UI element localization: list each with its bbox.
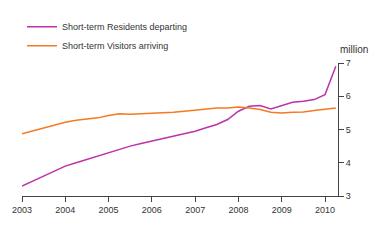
svg-text:2007: 2007	[185, 205, 205, 215]
svg-text:2006: 2006	[142, 205, 162, 215]
svg-text:5: 5	[346, 125, 351, 135]
svg-text:million: million	[340, 44, 368, 55]
svg-text:2008: 2008	[228, 205, 248, 215]
svg-text:3: 3	[346, 191, 351, 201]
svg-text:2010: 2010	[315, 205, 335, 215]
svg-text:7: 7	[346, 58, 351, 68]
svg-text:2009: 2009	[272, 205, 292, 215]
svg-text:2004: 2004	[55, 205, 75, 215]
svg-text:4: 4	[346, 158, 351, 168]
svg-text:Short-term Visitors arriving: Short-term Visitors arriving	[62, 41, 168, 51]
svg-text:6: 6	[346, 91, 351, 101]
svg-text:2005: 2005	[99, 205, 119, 215]
svg-text:2003: 2003	[12, 205, 32, 215]
svg-text:Short-term Residents departing: Short-term Residents departing	[62, 22, 187, 32]
